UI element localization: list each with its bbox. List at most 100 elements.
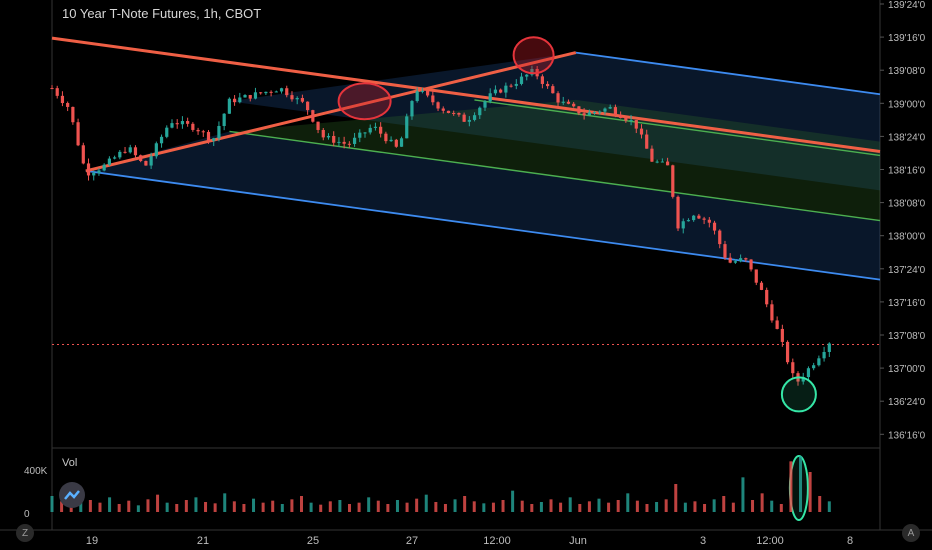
- candle-body: [509, 85, 513, 87]
- volume-bar: [530, 504, 534, 512]
- candle-body: [274, 91, 278, 93]
- candle-body: [384, 133, 388, 142]
- candle-body: [665, 161, 670, 166]
- candle-body: [306, 101, 310, 111]
- volume-bar: [674, 484, 678, 512]
- price-tick-label: 138'08'0: [888, 199, 926, 210]
- candle-body: [426, 90, 430, 96]
- upper-inner-line: [474, 99, 881, 157]
- volume-bar: [597, 498, 601, 512]
- candle-body: [770, 304, 774, 321]
- volume-bar: [136, 505, 140, 512]
- candle-body: [817, 358, 821, 366]
- candle-body: [488, 93, 492, 102]
- candle-body: [196, 129, 200, 132]
- candle-body: [123, 151, 127, 153]
- candle-body: [702, 218, 706, 220]
- support-circle: [780, 376, 817, 413]
- candle-body: [619, 114, 623, 118]
- candle-body: [457, 112, 461, 115]
- candle-body: [739, 258, 743, 262]
- candle-body: [446, 110, 451, 113]
- price-tick-label: 139'16'0: [888, 33, 926, 44]
- candle-body: [269, 91, 273, 93]
- axes: 139'24'0 139'16'0 139'08'0 139'00'0 138'24'0…: [24, 0, 926, 547]
- candle-body: [97, 170, 101, 173]
- volume-bar: [645, 504, 649, 512]
- chart-title: 10 Year T-Note Futures, 1h, CBOT: [62, 6, 262, 21]
- candle-body: [159, 136, 164, 144]
- candle-body: [624, 117, 628, 121]
- candle-body: [238, 97, 242, 103]
- candle-body: [264, 91, 268, 94]
- candle-body: [712, 222, 717, 231]
- candle-body: [759, 282, 764, 290]
- volume-bar: [655, 502, 659, 512]
- candle-body: [81, 145, 85, 164]
- price-tick-label: 138'24'0: [888, 132, 926, 143]
- candle-body: [754, 269, 758, 283]
- zoom-button[interactable]: Z: [16, 524, 34, 542]
- volume-bar: [635, 500, 639, 512]
- volume-bar: [261, 502, 265, 512]
- pivot-line: [85, 51, 577, 173]
- resistance-circle-1: [337, 82, 392, 121]
- pitchfork-channel: [51, 36, 881, 345]
- candle-body: [681, 221, 685, 229]
- candle-body: [655, 161, 659, 163]
- candle-body: [467, 119, 471, 122]
- auto-scale-button[interactable]: A: [902, 524, 920, 542]
- candle-body: [728, 257, 732, 263]
- price-tick-label: 137'08'0: [888, 331, 926, 342]
- candle-body: [452, 112, 456, 114]
- candle-body: [206, 131, 211, 141]
- time-tick-label: 27: [406, 535, 418, 547]
- volume-bar: [213, 503, 217, 512]
- candle-body: [253, 92, 258, 99]
- volume-bar: [146, 499, 150, 512]
- price-tick-label: 136'24'0: [888, 397, 926, 408]
- volume-bar: [300, 496, 304, 512]
- time-tick-label: 8: [847, 535, 853, 547]
- candle-body: [71, 106, 75, 123]
- candle-body: [128, 147, 132, 153]
- candle-body: [321, 129, 325, 138]
- candle-body: [133, 147, 138, 156]
- volume-bar: [722, 496, 726, 512]
- upper-channel-line: [575, 51, 881, 96]
- volume-bar: [165, 502, 169, 512]
- volume-bar: [741, 477, 745, 512]
- candle-body: [113, 157, 117, 159]
- volume-bar: [731, 502, 735, 512]
- time-tick-label: Jun: [569, 535, 587, 547]
- candle-body: [92, 172, 96, 176]
- candle-body: [118, 151, 122, 158]
- volume-bar: [319, 504, 323, 512]
- volume-bar: [559, 502, 563, 512]
- time-tick-label: 25: [307, 535, 319, 547]
- candle-body: [107, 158, 111, 165]
- candle-body: [551, 86, 555, 94]
- volume-bar: [108, 497, 112, 512]
- volume-bar: [491, 502, 495, 512]
- candle-body: [300, 98, 305, 102]
- candle-body: [791, 362, 795, 374]
- channel-fill-upper: [229, 52, 880, 191]
- volume-bar: [127, 500, 131, 512]
- candle-body: [650, 148, 654, 162]
- candle-body: [556, 93, 560, 103]
- volume-bar: [156, 494, 160, 512]
- candle-body: [285, 88, 289, 96]
- channel-fill-lower: [85, 131, 881, 280]
- volume-bar: [770, 500, 774, 512]
- candle-body: [139, 155, 143, 161]
- volume-bar: [463, 496, 467, 512]
- candle-body: [55, 88, 59, 96]
- candle-body: [212, 138, 216, 141]
- volume-bar: [280, 504, 284, 512]
- candle-body: [379, 126, 383, 134]
- candle-body: [76, 122, 80, 146]
- volume-bar: [434, 502, 438, 512]
- volume-bar: [395, 500, 399, 512]
